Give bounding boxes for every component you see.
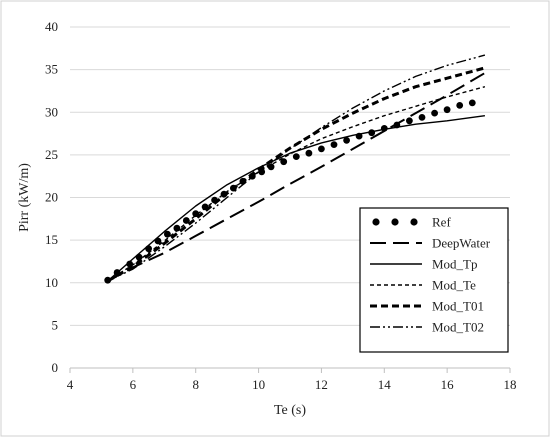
- data-point: [164, 230, 171, 238]
- data-point: [126, 260, 134, 268]
- data-point: [135, 253, 143, 261]
- data-point: [182, 217, 190, 224]
- legend-label: Mod_T01: [432, 299, 484, 314]
- series-line: [107, 115, 485, 282]
- data-point: [456, 102, 464, 109]
- data-point: [443, 106, 451, 114]
- series-layer: [104, 54, 486, 284]
- data-point: [280, 158, 288, 166]
- data-point: [343, 137, 350, 144]
- y-tick-label: 35: [45, 62, 58, 77]
- y-tick-label: 10: [45, 275, 58, 290]
- data-point: [248, 172, 256, 180]
- y-tick-label: 40: [45, 19, 58, 34]
- data-point: [330, 141, 338, 149]
- data-point: [230, 184, 237, 192]
- data-point: [292, 153, 300, 161]
- legend: Ref DeepWater Mod_Tp Mod_Te Mod_T01 Mod_T02: [359, 207, 509, 353]
- y-tick-label: 25: [45, 147, 58, 162]
- data-point: [418, 114, 426, 121]
- legend-box: [359, 207, 509, 353]
- y-tick-label: 15: [45, 232, 58, 247]
- legend-marker: [372, 218, 380, 226]
- x-tick-label: 14: [378, 377, 392, 392]
- data-point: [104, 276, 112, 284]
- data-point: [239, 177, 247, 185]
- data-point: [192, 210, 200, 218]
- data-point: [355, 132, 363, 140]
- y-tick-label: 30: [45, 104, 58, 119]
- legend-label: DeepWater: [432, 236, 491, 251]
- y-tick-label: 20: [45, 190, 58, 205]
- x-tick-label: 8: [192, 377, 199, 392]
- data-point: [211, 196, 219, 204]
- data-point: [318, 145, 325, 153]
- legend-label: Ref: [432, 215, 451, 230]
- data-point: [258, 168, 266, 176]
- data-point: [468, 99, 476, 107]
- series-line: [107, 54, 486, 282]
- x-tick-label: 12: [315, 377, 328, 392]
- x-tick-label: 16: [441, 377, 455, 392]
- legend-label: Mod_Te: [432, 278, 476, 293]
- data-point: [154, 237, 162, 245]
- data-point: [406, 117, 413, 125]
- y-tick-label: 0: [52, 360, 59, 375]
- data-point: [173, 224, 181, 232]
- data-point: [368, 129, 376, 137]
- x-tick-label: 18: [504, 377, 517, 392]
- data-point: [220, 190, 228, 198]
- data-point: [431, 109, 438, 117]
- series-line: [107, 72, 486, 282]
- x-tick-label: 4: [67, 377, 74, 392]
- y-axis-title: Pirr (kW/m): [17, 163, 32, 232]
- data-point: [267, 163, 275, 171]
- data-point: [380, 124, 388, 132]
- legend-label: Mod_Tp: [432, 257, 478, 272]
- legend-marker: [410, 218, 418, 226]
- data-point: [201, 203, 209, 211]
- data-point: [113, 269, 121, 276]
- axes: 0 5 10 15 20 25 30 35 40 4 6 8 10 12 14 16 18: [45, 19, 517, 392]
- legend-label: Mod_T02: [432, 320, 484, 335]
- y-tick-label: 5: [52, 317, 59, 332]
- x-axis-title: Te (s): [274, 403, 306, 418]
- x-tick-label: 10: [252, 377, 265, 392]
- data-point: [393, 121, 401, 129]
- data-point: [305, 149, 313, 157]
- series-line: [107, 86, 486, 282]
- data-point: [145, 245, 153, 253]
- legend-marker: [391, 218, 399, 226]
- x-tick-label: 6: [130, 377, 137, 392]
